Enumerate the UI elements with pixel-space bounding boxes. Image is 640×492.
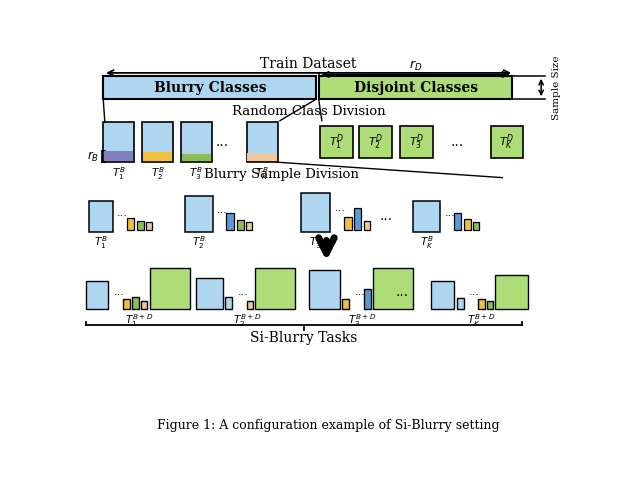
Bar	[478, 299, 484, 308]
Text: $T_K^{B+D}$: $T_K^{B+D}$	[467, 312, 495, 329]
Text: Figure 1: A configuration example of Si-Blurry setting: Figure 1: A configuration example of Si-…	[157, 419, 499, 431]
Bar	[364, 289, 371, 308]
Text: ...: ...	[113, 286, 124, 297]
Bar	[246, 301, 253, 308]
Text: ...: ...	[217, 205, 228, 215]
Text: Blurry Sample Division: Blurry Sample Division	[204, 168, 359, 182]
Text: $T_2^D$: $T_2^D$	[368, 132, 383, 152]
Text: $T_3^D$: $T_3^D$	[409, 132, 424, 152]
Text: ...: ...	[355, 286, 365, 297]
Bar	[320, 126, 353, 158]
Text: $T_3^B$: $T_3^B$	[308, 235, 323, 251]
Text: $T_1^{B+D}$: $T_1^{B+D}$	[125, 312, 154, 329]
Bar	[225, 297, 232, 308]
Bar	[237, 220, 244, 230]
Text: ...: ...	[117, 208, 128, 218]
Bar	[246, 222, 252, 230]
Text: ...: ...	[380, 209, 393, 223]
Text: $T_2^B$: $T_2^B$	[192, 235, 205, 251]
Bar	[142, 122, 173, 162]
Bar	[473, 221, 479, 230]
Text: ...: ...	[451, 135, 464, 149]
Text: $T_1^B$: $T_1^B$	[94, 235, 108, 251]
Text: $T_2^{B+D}$: $T_2^{B+D}$	[233, 312, 261, 329]
Text: ...: ...	[469, 286, 480, 297]
Bar	[184, 196, 212, 232]
Bar	[150, 269, 190, 308]
Text: ...: ...	[237, 286, 248, 297]
Bar	[180, 122, 212, 162]
Bar	[86, 281, 108, 308]
Bar	[355, 209, 362, 230]
Bar	[141, 301, 147, 308]
Bar	[491, 126, 524, 158]
Bar	[196, 277, 223, 308]
Text: Disjoint Classes: Disjoint Classes	[353, 81, 477, 94]
Text: Train Dataset: Train Dataset	[260, 57, 357, 70]
Bar	[248, 154, 277, 161]
Text: $T_2^B$: $T_2^B$	[150, 165, 164, 182]
Bar	[431, 281, 454, 308]
Bar	[413, 201, 440, 232]
Bar	[90, 201, 113, 232]
Bar	[344, 217, 352, 230]
Text: ...: ...	[444, 208, 455, 218]
Bar	[457, 298, 463, 308]
Bar	[123, 299, 129, 308]
Bar	[359, 126, 392, 158]
Text: $T_K^B$: $T_K^B$	[255, 165, 269, 182]
Bar	[146, 222, 152, 230]
Text: $T_1^B$: $T_1^B$	[112, 165, 125, 182]
Bar	[400, 126, 433, 158]
Bar	[127, 217, 134, 230]
Bar	[319, 76, 513, 99]
Text: ...: ...	[395, 284, 408, 299]
Text: Random Class Division: Random Class Division	[232, 105, 385, 118]
Bar	[227, 213, 234, 230]
Text: $r_B$: $r_B$	[88, 150, 99, 164]
Bar	[495, 275, 528, 308]
Bar	[103, 76, 316, 99]
Bar	[255, 269, 296, 308]
Bar	[301, 193, 330, 232]
Text: $r_D$: $r_D$	[409, 59, 422, 73]
Text: $T_K^B$: $T_K^B$	[420, 235, 433, 251]
Bar	[463, 219, 470, 230]
Bar	[364, 221, 370, 230]
Text: ...: ...	[215, 135, 228, 149]
Bar	[454, 213, 461, 230]
Bar	[136, 221, 143, 230]
Bar	[487, 301, 493, 308]
Bar	[132, 297, 139, 308]
Bar	[373, 269, 413, 308]
Bar	[342, 299, 349, 308]
Text: $T_1^D$: $T_1^D$	[329, 132, 344, 152]
Text: ...: ...	[335, 203, 346, 214]
Text: $T_3^{B+D}$: $T_3^{B+D}$	[348, 312, 376, 329]
Text: $T_3^B$: $T_3^B$	[189, 165, 203, 182]
Text: $T_K^D$: $T_K^D$	[499, 132, 515, 152]
Text: Blurry Classes: Blurry Classes	[154, 81, 266, 94]
Bar	[182, 154, 211, 161]
Bar	[308, 270, 340, 308]
Bar	[104, 151, 134, 161]
Bar	[103, 122, 134, 162]
Bar	[143, 152, 172, 161]
Text: Sample Size: Sample Size	[552, 55, 561, 120]
Text: Si-Blurry Tasks: Si-Blurry Tasks	[250, 331, 358, 345]
Bar	[246, 122, 278, 162]
